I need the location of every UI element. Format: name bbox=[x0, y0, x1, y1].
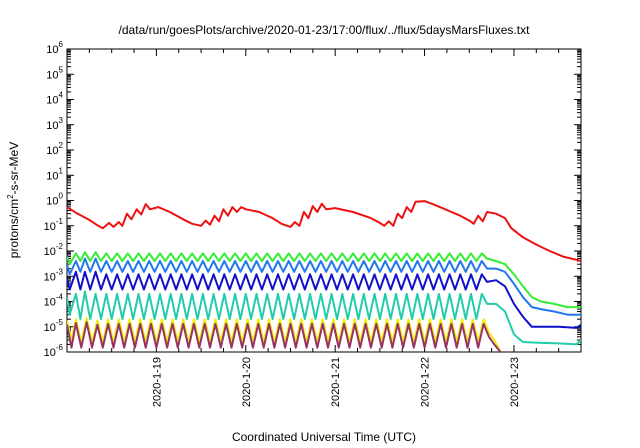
y-axis-label: protons/cm2-s-sr-MeV bbox=[6, 142, 21, 258]
y-tick-exponent: -3 bbox=[56, 267, 64, 276]
y-tick-base: 10 bbox=[44, 246, 56, 258]
y-tick-label: 100 bbox=[46, 192, 63, 208]
y-tick-exponent: -2 bbox=[56, 242, 64, 251]
y-tick-exponent: 4 bbox=[59, 91, 64, 100]
y-tick-base: 10 bbox=[44, 221, 56, 233]
y-tick-exponent: -5 bbox=[56, 318, 64, 327]
y-tick-base: 10 bbox=[46, 196, 58, 208]
y-tick-exponent: -4 bbox=[56, 293, 64, 302]
y-tick-label: 102 bbox=[46, 141, 63, 157]
chart-title: /data/run/goesPlots/archive/2020-01-23/1… bbox=[119, 23, 531, 37]
y-tick-exponent: 1 bbox=[59, 166, 64, 175]
series-line-7 bbox=[67, 321, 502, 352]
x-tick-label: 2020-1-19 bbox=[151, 357, 163, 407]
y-axis: 10610510410310210110010-110-210-310-410-… bbox=[44, 40, 581, 359]
y-tick-exponent: -6 bbox=[56, 343, 64, 352]
y-tick-label: 10-2 bbox=[44, 242, 64, 258]
y-tick-label: 105 bbox=[46, 65, 63, 81]
y-tick-label: 101 bbox=[46, 166, 63, 182]
x-tick-label: 2020-1-21 bbox=[330, 357, 342, 407]
y-tick-base: 10 bbox=[46, 170, 58, 182]
y-tick-base: 10 bbox=[46, 95, 58, 107]
y-tick-label: 10-3 bbox=[44, 267, 64, 283]
series-line-6 bbox=[67, 317, 502, 352]
series-line-3 bbox=[67, 257, 581, 316]
y-tick-base: 10 bbox=[46, 44, 58, 56]
y-tick-base: 10 bbox=[44, 347, 56, 359]
y-tick-exponent: 2 bbox=[59, 141, 64, 150]
series-line-4 bbox=[67, 270, 581, 329]
y-tick-label: 10-5 bbox=[44, 318, 64, 334]
y-tick-base: 10 bbox=[44, 271, 56, 283]
y-tick-label: 104 bbox=[46, 91, 63, 107]
series-line-2 bbox=[67, 251, 581, 309]
series-line-5 bbox=[67, 290, 581, 346]
y-tick-exponent: 0 bbox=[59, 192, 64, 201]
y-axis-label-sup: 2 bbox=[6, 194, 15, 199]
y-axis-label-rest: -s-sr-MeV bbox=[7, 142, 21, 195]
x-axis-label: Coordinated Universal Time (UTC) bbox=[232, 430, 416, 444]
y-tick-base: 10 bbox=[46, 145, 58, 157]
y-tick-exponent: 3 bbox=[59, 116, 64, 125]
y-tick-label: 10-4 bbox=[44, 293, 64, 309]
series-line-1 bbox=[67, 200, 581, 262]
y-tick-exponent: 6 bbox=[59, 40, 64, 49]
y-tick-base: 10 bbox=[46, 120, 58, 132]
x-axis: 2020-1-19 2020-1-20 2020-1-21 2020-1-22 2020… bbox=[88, 49, 560, 407]
y-tick-label: 106 bbox=[46, 40, 63, 56]
y-tick-label: 10-6 bbox=[44, 343, 64, 359]
y-tick-base: 10 bbox=[44, 322, 56, 334]
y-tick-base: 10 bbox=[46, 69, 58, 81]
y-tick-exponent: 5 bbox=[59, 65, 64, 74]
series-layer bbox=[67, 200, 581, 352]
y-tick-label: 10-1 bbox=[44, 217, 64, 233]
y-tick-label: 103 bbox=[46, 116, 63, 132]
x-tick-label: 2020-1-20 bbox=[241, 357, 253, 407]
x-tick-label: 2020-1-22 bbox=[420, 357, 432, 407]
y-axis-label-main: protons/cm bbox=[7, 199, 21, 258]
x-tick-label: 2020-1-23 bbox=[509, 357, 521, 407]
y-tick-base: 10 bbox=[44, 297, 56, 309]
y-tick-exponent: -1 bbox=[56, 217, 64, 226]
